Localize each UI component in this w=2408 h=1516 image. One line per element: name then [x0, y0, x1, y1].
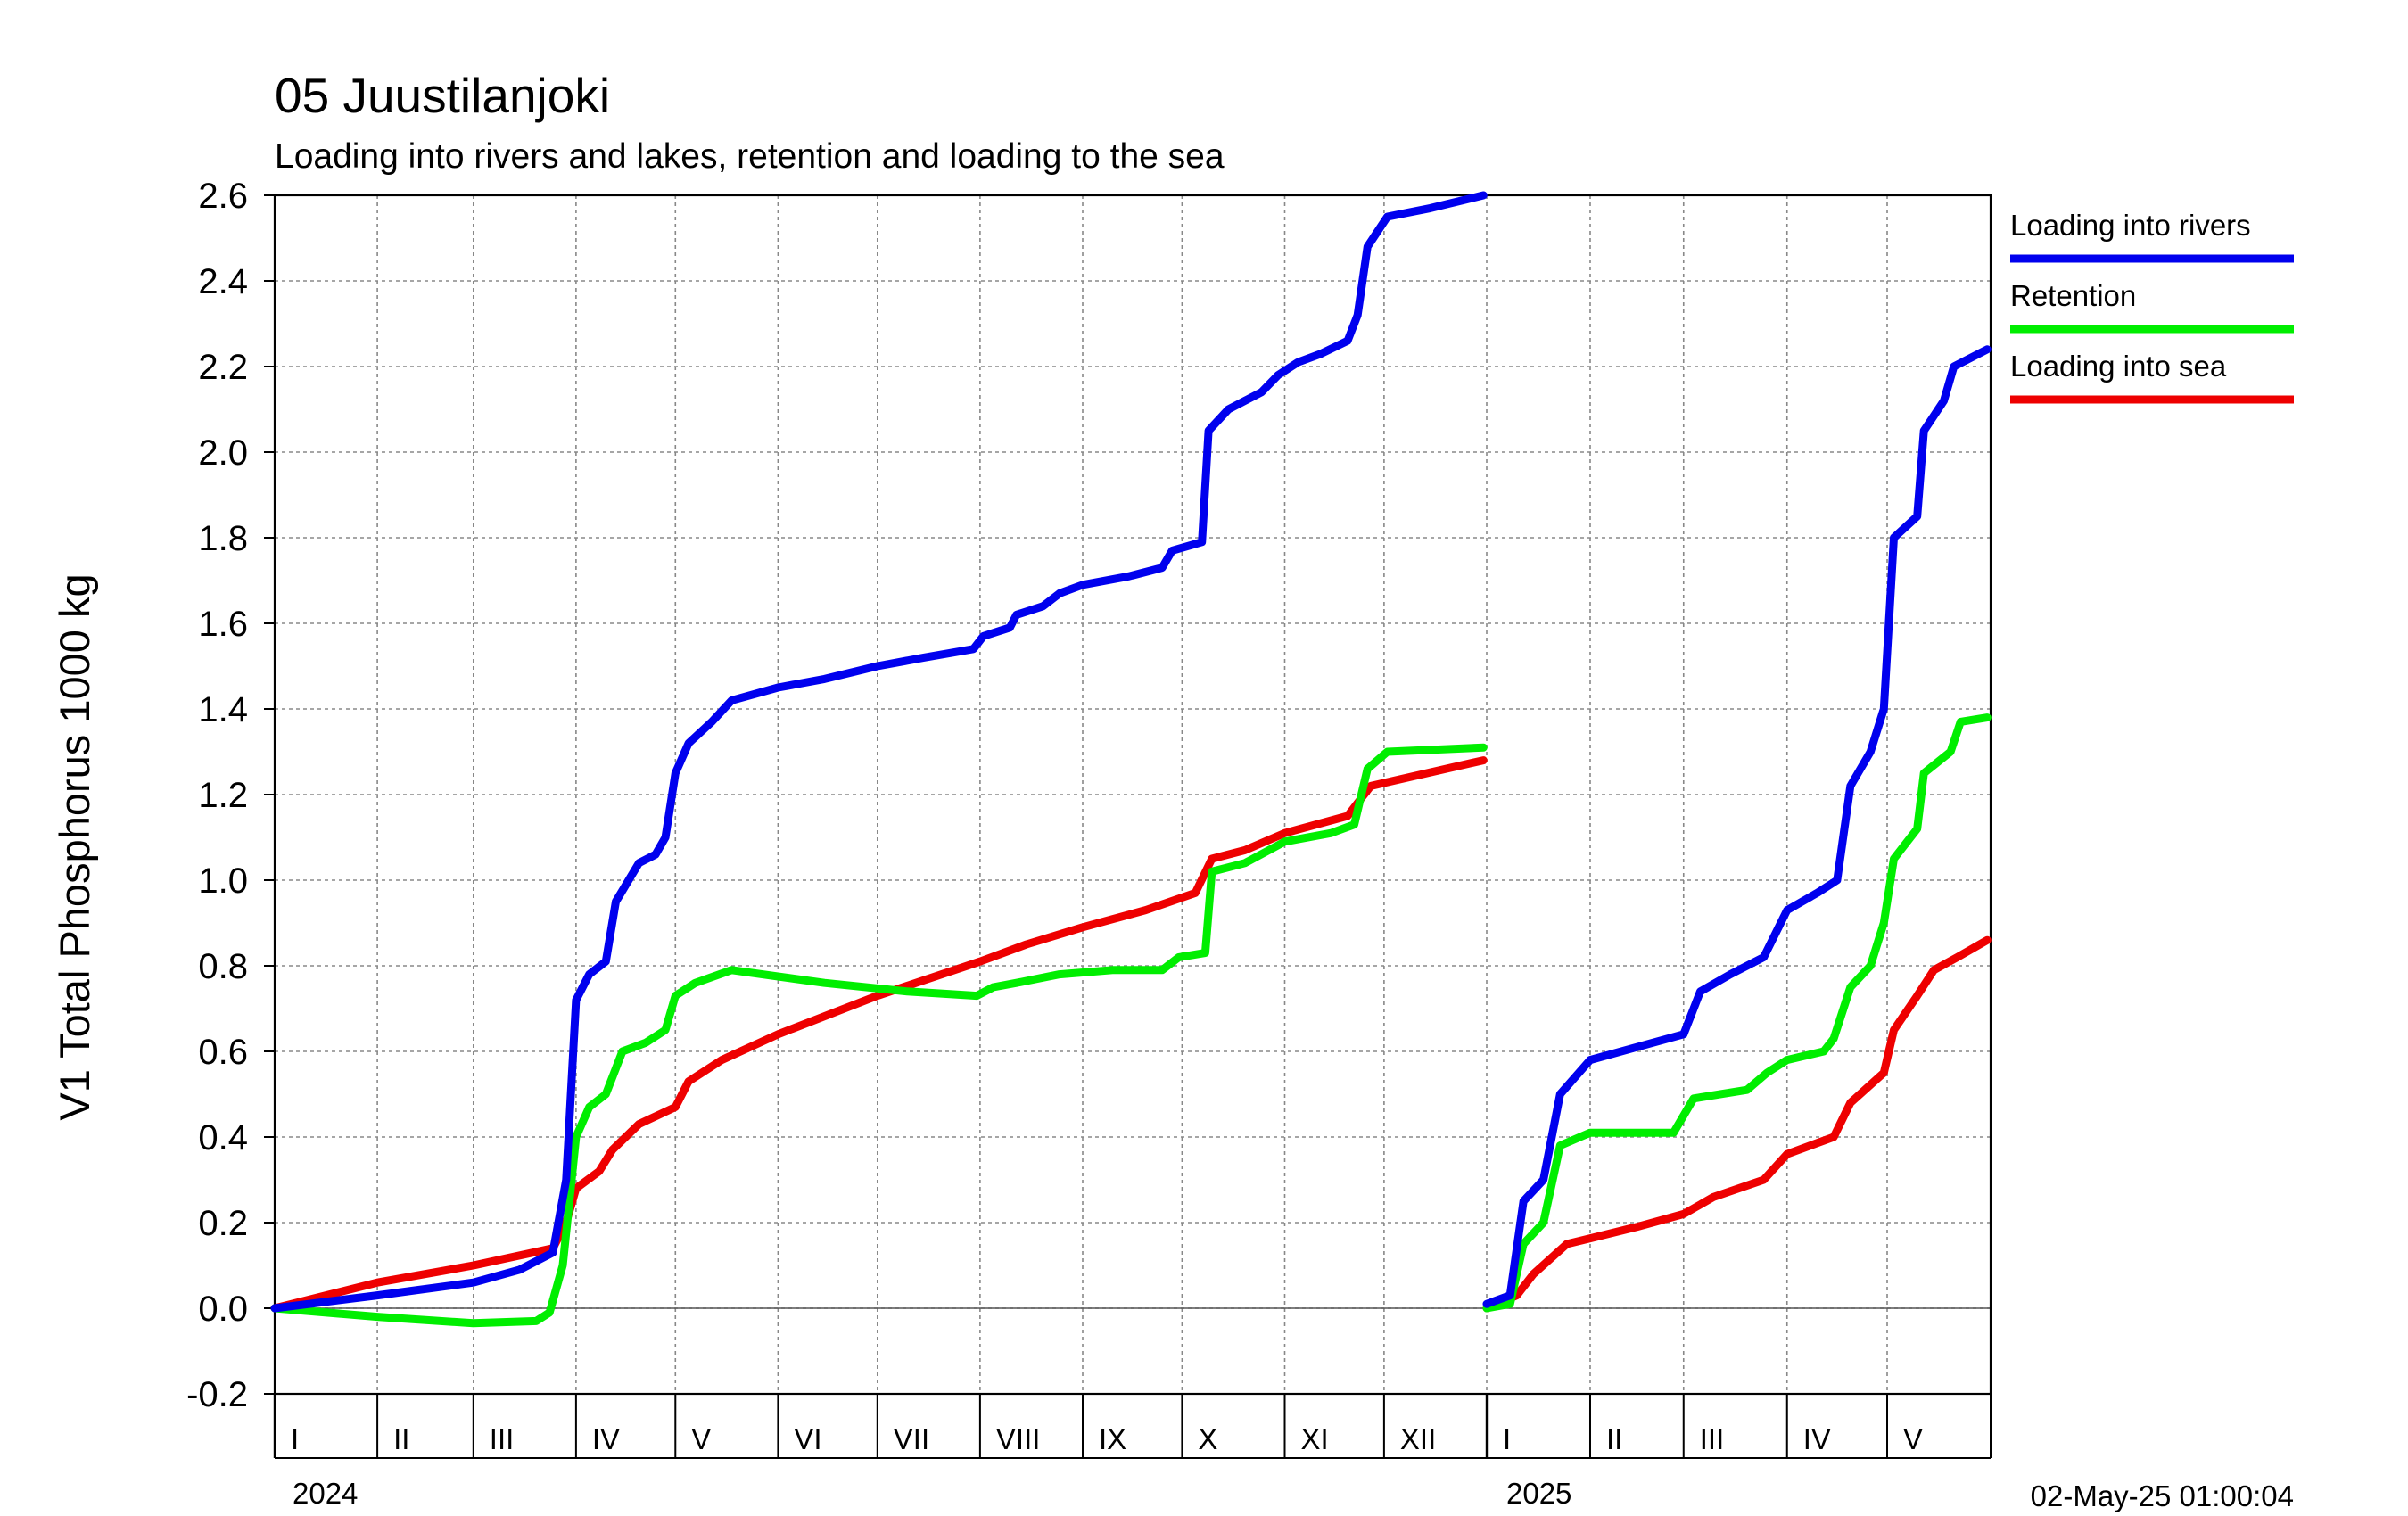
y-tick-label: 1.4	[198, 690, 248, 729]
plot-frame	[273, 194, 1992, 1396]
y-tick-label: 2.4	[198, 262, 248, 301]
y-tick-label: 2.2	[198, 348, 248, 387]
y-tick-label: 1.0	[198, 861, 248, 901]
y-axis-label: V1 Total Phosphorus 1000 kg	[51, 573, 98, 1120]
chart-title: 05 Juustilanjoki	[275, 68, 610, 123]
y-tick-label: 0.4	[198, 1118, 248, 1158]
series-line	[1482, 713, 1992, 1313]
timestamp: 02-May-25 01:00:04	[2031, 1479, 2294, 1512]
y-tick-label: 1.2	[198, 776, 248, 815]
series-line	[270, 191, 1488, 1313]
month-label: VII	[894, 1422, 929, 1455]
month-label: X	[1198, 1422, 1217, 1455]
y-tick-label: 2.6	[198, 177, 248, 216]
y-tick-label: 0.0	[198, 1289, 248, 1329]
month-label: XI	[1301, 1422, 1329, 1455]
y-tick-label: 1.6	[198, 605, 248, 644]
month-label: II	[393, 1422, 409, 1455]
y-tick-label: 0.8	[198, 947, 248, 986]
month-label: VIII	[996, 1422, 1041, 1455]
legend-label: Loading into sea	[2010, 350, 2227, 383]
month-label: V	[691, 1422, 711, 1455]
series-lines	[270, 191, 1992, 1328]
month-label: IV	[1803, 1422, 1831, 1455]
series-line	[1482, 935, 1992, 1313]
y-tick-label: 1.8	[198, 519, 248, 558]
month-label: V	[1903, 1422, 1923, 1455]
grid	[264, 194, 1992, 1459]
legend: Loading into rivers Retention Loading into…	[2010, 209, 2294, 404]
month-label: IV	[592, 1422, 620, 1455]
y-tick-label: 0.2	[198, 1204, 248, 1243]
legend-label: Loading into rivers	[2010, 209, 2251, 242]
month-label: VI	[794, 1422, 821, 1455]
year-label: 2025	[1506, 1477, 1571, 1510]
month-label: IX	[1099, 1422, 1126, 1455]
month-label: III	[490, 1422, 515, 1455]
chart-subtitle: Loading into rivers and lakes, retention…	[275, 137, 1225, 176]
month-label: III	[1700, 1422, 1725, 1455]
y-tick-label: 0.6	[198, 1033, 248, 1072]
month-label: I	[291, 1422, 299, 1455]
y-tick-label: 2.0	[198, 433, 248, 473]
y-tick-label: -0.2	[186, 1375, 248, 1414]
y-axis-ticks: 2.6 2.4 2.2 2.0 1.8 1.6 1.4 1.2 1.0 0.8 0.6 0.4 0.2 0…	[186, 177, 248, 1414]
series-line	[1482, 345, 1992, 1308]
month-label: I	[1503, 1422, 1511, 1455]
year-label: 2024	[293, 1477, 358, 1510]
legend-label: Retention	[2010, 279, 2136, 312]
month-label: XII	[1400, 1422, 1436, 1455]
series-line	[270, 743, 1488, 1328]
month-label: II	[1606, 1422, 1622, 1455]
